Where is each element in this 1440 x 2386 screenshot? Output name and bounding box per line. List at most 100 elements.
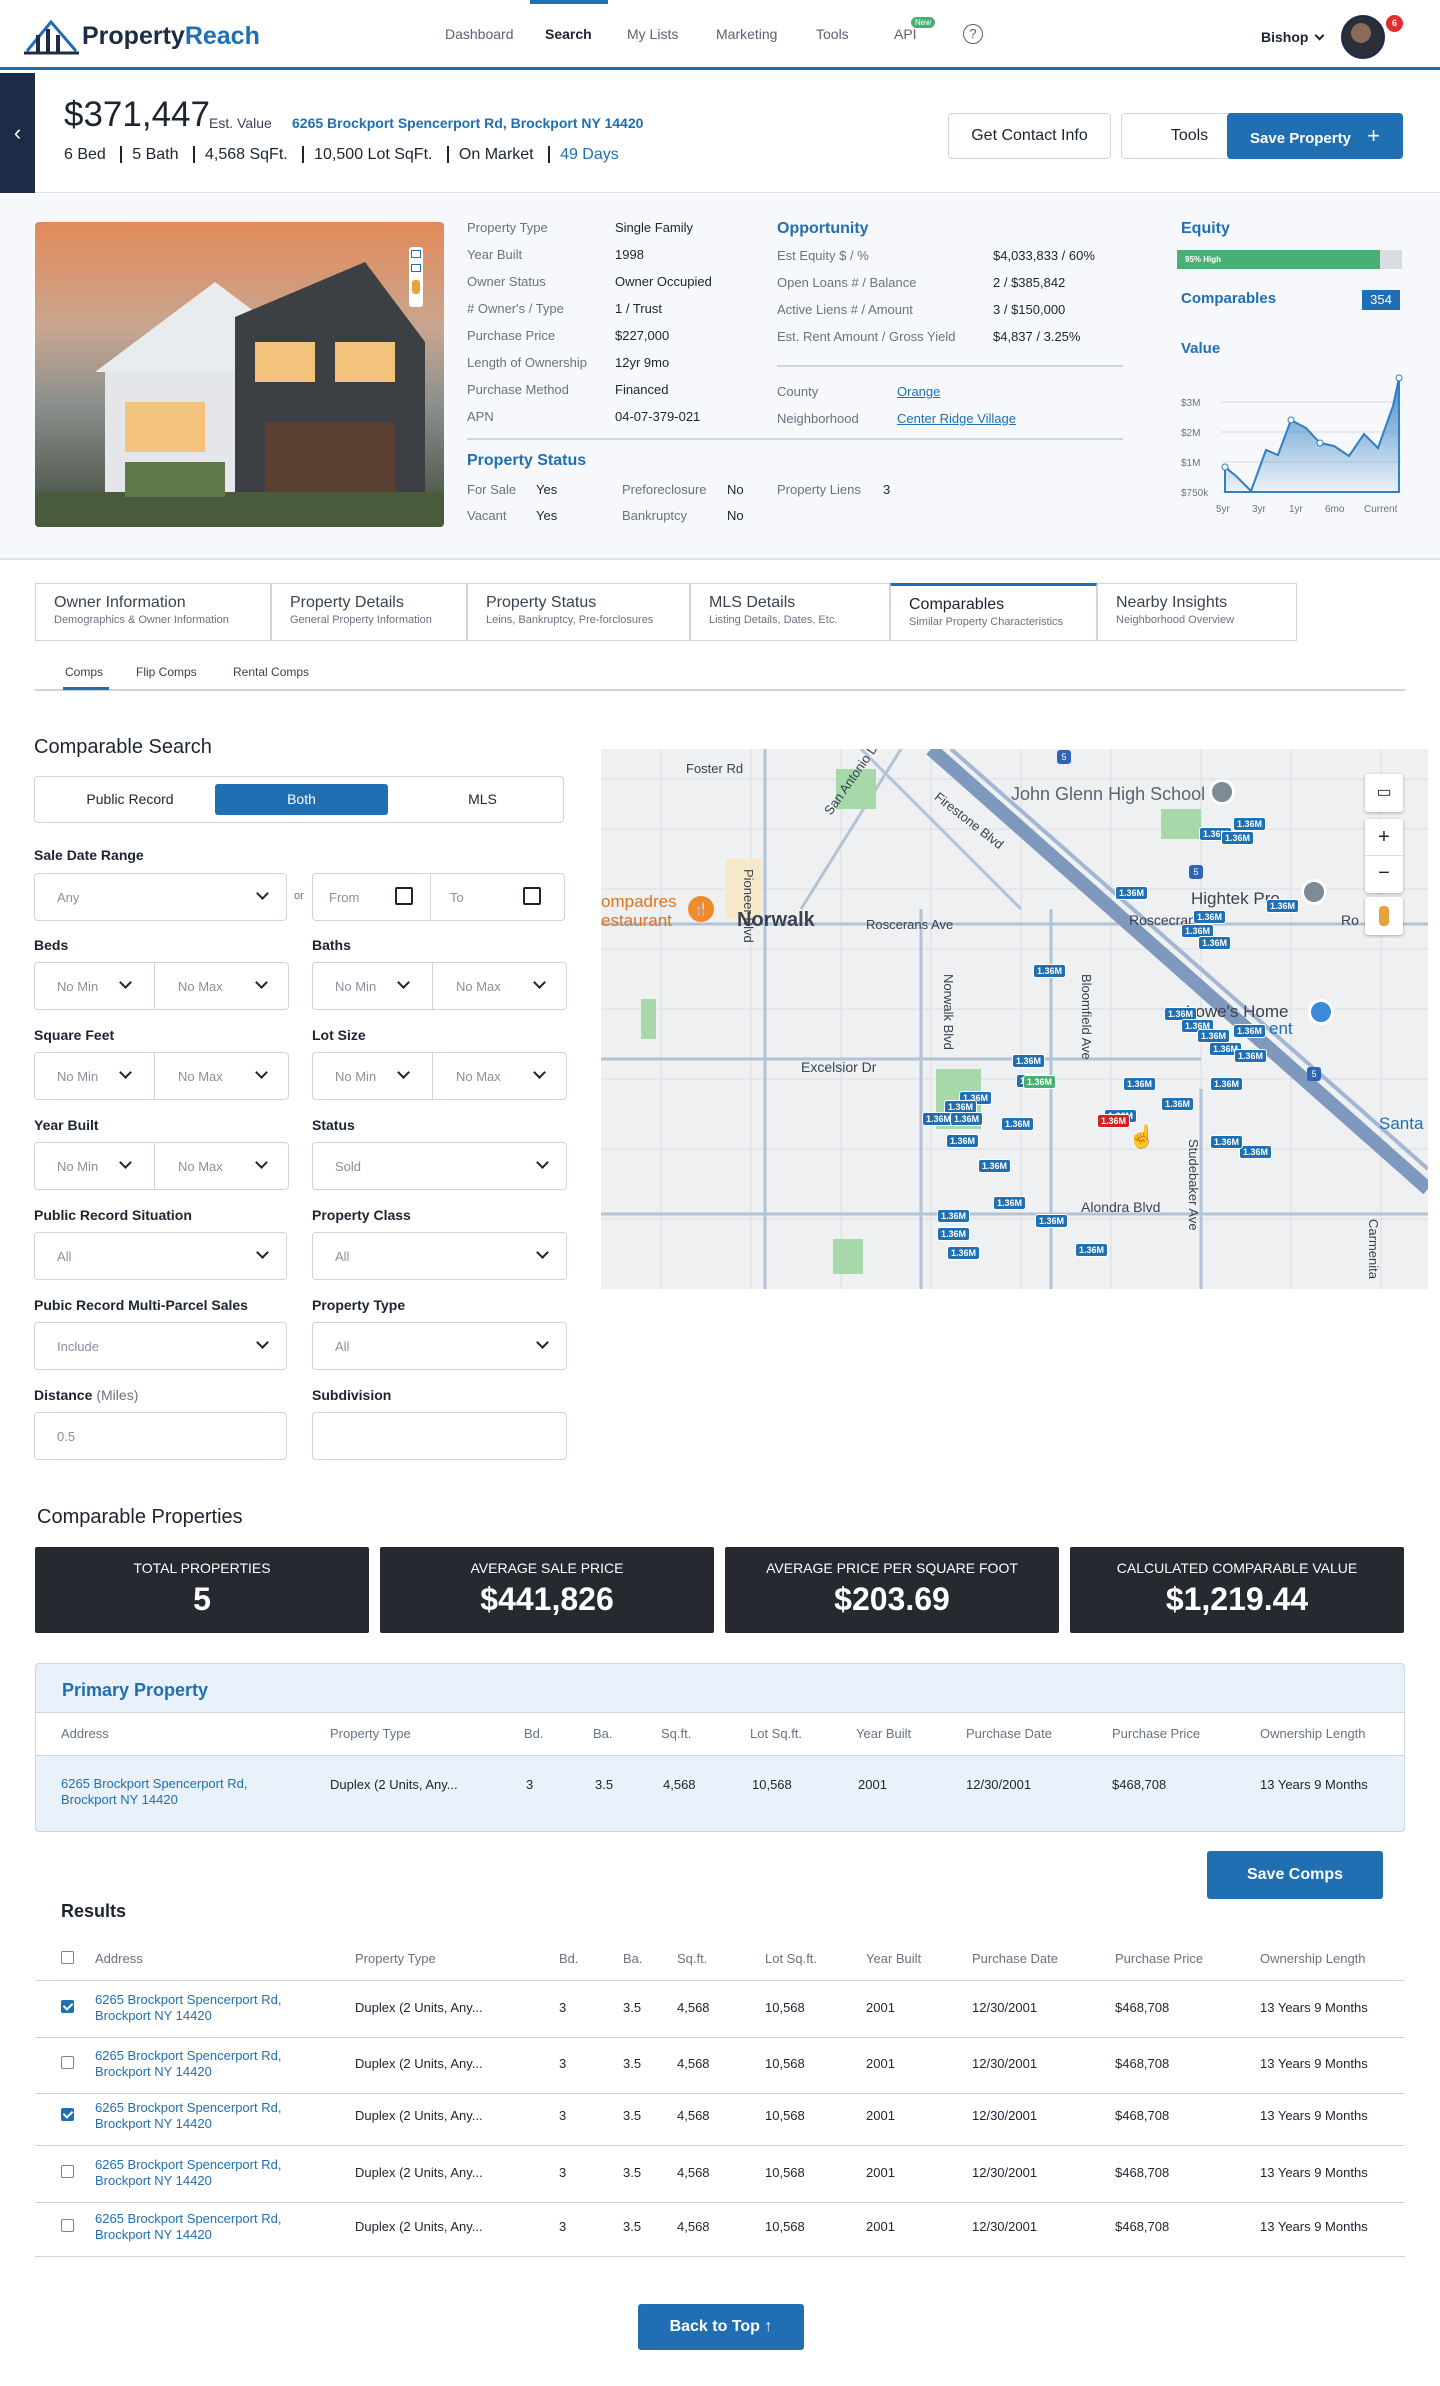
comp-pin[interactable]: 1.36M bbox=[950, 1112, 984, 1126]
avatar[interactable] bbox=[1341, 15, 1385, 59]
user-menu[interactable]: Bishop bbox=[1261, 29, 1325, 45]
multi-parcel-select[interactable]: Include bbox=[34, 1322, 287, 1370]
baths-min[interactable]: No Min bbox=[335, 979, 377, 994]
comp-pin[interactable]: 1.36M bbox=[1033, 964, 1067, 978]
toggle-both[interactable]: Both bbox=[215, 784, 388, 815]
get-contact-info-button[interactable]: Get Contact Info bbox=[948, 113, 1111, 159]
comp-pin[interactable]: 1.36M bbox=[1239, 1145, 1273, 1159]
comp-pin[interactable]: 1.36M bbox=[1210, 1077, 1244, 1091]
comp-pin[interactable]: 1.36M bbox=[1001, 1117, 1035, 1131]
restaurant-icon[interactable]: 🍴 bbox=[688, 896, 714, 922]
help-icon[interactable]: ? bbox=[963, 24, 983, 44]
property-class-select[interactable]: All bbox=[312, 1232, 567, 1280]
comp-pin[interactable]: 1.36M bbox=[1266, 899, 1300, 913]
comp-pin[interactable]: 1.36M bbox=[1164, 1007, 1198, 1021]
subdivision-input[interactable] bbox=[312, 1412, 567, 1460]
comp-pin[interactable]: 1.36M bbox=[1233, 817, 1267, 831]
beds-max[interactable]: No Max bbox=[178, 979, 223, 994]
property-address[interactable]: 6265 Brockport Spencerport Rd, Brockport… bbox=[292, 115, 644, 131]
row-checkbox[interactable] bbox=[61, 2219, 74, 2232]
result-address-line2[interactable]: Brockport NY 14420 bbox=[95, 2008, 212, 2023]
result-address[interactable]: 6265 Brockport Spencerport Rd, bbox=[95, 2048, 282, 2063]
pegman-icon[interactable] bbox=[1365, 897, 1403, 935]
business-icon[interactable] bbox=[1301, 879, 1327, 905]
comp-pin[interactable]: 1.36M bbox=[1210, 1135, 1244, 1149]
street-view-icon[interactable] bbox=[411, 264, 421, 272]
result-address-line2[interactable]: Brockport NY 14420 bbox=[95, 2173, 212, 2188]
comp-pin[interactable]: 1.36M bbox=[1075, 1243, 1109, 1257]
date-from-input[interactable]: From bbox=[329, 890, 360, 905]
nav-my-lists[interactable]: My Lists bbox=[627, 26, 679, 42]
date-to-input[interactable]: To bbox=[450, 890, 464, 905]
property-type-select[interactable]: All bbox=[312, 1322, 567, 1370]
tab-owner-information[interactable]: Owner Information Demographics & Owner In… bbox=[35, 583, 271, 641]
gallery-icon[interactable] bbox=[411, 250, 421, 258]
comp-pin[interactable]: 1.36M bbox=[1035, 1214, 1069, 1228]
status-select[interactable]: Sold bbox=[312, 1142, 567, 1190]
result-address[interactable]: 6265 Brockport Spencerport Rd, bbox=[95, 2157, 282, 2172]
comp-pin[interactable]: 1.36M bbox=[937, 1209, 971, 1223]
tab-nearby-insights[interactable]: Nearby Insights Neighborhood Overview bbox=[1097, 583, 1297, 641]
nav-dashboard[interactable]: Dashboard bbox=[445, 26, 514, 42]
comp-pin[interactable]: 1.36M bbox=[993, 1196, 1027, 1210]
result-address-line2[interactable]: Brockport NY 14420 bbox=[95, 2064, 212, 2079]
county-link[interactable]: Orange bbox=[897, 384, 941, 399]
select-all-checkbox[interactable] bbox=[61, 1951, 74, 1964]
lot-size-min[interactable]: No Min bbox=[335, 1069, 377, 1084]
baths-max[interactable]: No Max bbox=[456, 979, 501, 994]
comp-pin[interactable]: 1.36M bbox=[1161, 1097, 1195, 1111]
row-checkbox[interactable] bbox=[61, 2000, 74, 2013]
save-property-button[interactable]: Save Property + bbox=[1227, 113, 1403, 159]
subtab-rental-comps[interactable]: Rental Comps bbox=[233, 665, 310, 679]
calendar-icon[interactable] bbox=[523, 887, 541, 905]
save-comps-button[interactable]: Save Comps bbox=[1207, 1851, 1383, 1899]
comp-pin[interactable]: 1.36M bbox=[1221, 831, 1255, 845]
primary-address[interactable]: 6265 Brockport Spencerport Rd, bbox=[61, 1776, 248, 1791]
result-address[interactable]: 6265 Brockport Spencerport Rd, bbox=[95, 2211, 282, 2226]
toggle-mls[interactable]: MLS bbox=[468, 791, 497, 807]
public-record-situation-select[interactable]: All bbox=[34, 1232, 287, 1280]
neighborhood-link[interactable]: Center Ridge Village bbox=[897, 411, 1016, 426]
result-address[interactable]: 6265 Brockport Spencerport Rd, bbox=[95, 1992, 282, 2007]
comp-pin[interactable]: 1.36M bbox=[978, 1159, 1012, 1173]
zoom-out-icon[interactable]: − bbox=[1378, 862, 1390, 884]
row-checkbox[interactable] bbox=[61, 2165, 74, 2178]
result-address[interactable]: 6265 Brockport Spencerport Rd, bbox=[95, 2100, 282, 2115]
distance-input[interactable]: 0.5 bbox=[34, 1412, 287, 1460]
result-address-line2[interactable]: Brockport NY 14420 bbox=[95, 2227, 212, 2242]
comp-pin[interactable]: 1.36M bbox=[1115, 886, 1149, 900]
nav-marketing[interactable]: Marketing bbox=[716, 26, 778, 42]
map-layers-icon[interactable]: ▭ bbox=[1365, 774, 1403, 812]
comp-pin[interactable]: 1.36M bbox=[1198, 936, 1232, 950]
back-button[interactable]: ‹ bbox=[0, 73, 35, 193]
sqft-max[interactable]: No Max bbox=[178, 1069, 223, 1084]
comps-map[interactable]: Foster Rd John Glenn High School Hightek P… bbox=[601, 749, 1428, 1289]
school-icon[interactable] bbox=[1209, 779, 1235, 805]
comp-pin[interactable]: 1.36M bbox=[1234, 1049, 1268, 1063]
comp-pin[interactable]: 1.36M bbox=[1193, 910, 1227, 924]
brand-name[interactable]: PropertyReach bbox=[82, 22, 260, 51]
comp-pin[interactable]: 1.36M bbox=[1181, 924, 1215, 938]
comp-pin[interactable]: 1.36M bbox=[944, 1100, 978, 1114]
comp-pin[interactable]: 1.36M bbox=[937, 1227, 971, 1241]
comp-pin[interactable]: 1.36M bbox=[1209, 1042, 1243, 1056]
sqft-min[interactable]: No Min bbox=[57, 1069, 99, 1084]
comp-pin[interactable]: 1.36M bbox=[1012, 1054, 1046, 1068]
comparables-count[interactable]: 354 bbox=[1362, 290, 1400, 310]
subtab-comps[interactable]: Comps bbox=[65, 665, 104, 679]
comp-pin[interactable]: 1.36M bbox=[946, 1134, 980, 1148]
comp-pin[interactable]: 1.36M bbox=[947, 1246, 981, 1260]
row-checkbox[interactable] bbox=[61, 2056, 74, 2069]
comp-pin[interactable]: 1.36M bbox=[1123, 1077, 1157, 1091]
primary-address-line2[interactable]: Brockport NY 14420 bbox=[61, 1792, 178, 1807]
store-icon[interactable] bbox=[1308, 999, 1334, 1025]
tab-comparables[interactable]: Comparables Similar Property Characterist… bbox=[890, 583, 1097, 641]
tab-property-status[interactable]: Property Status Leins, Bankruptcy, Pre-fo… bbox=[467, 583, 690, 641]
back-to-top-button[interactable]: Back to Top ↑ bbox=[638, 2304, 804, 2350]
pegman-icon[interactable] bbox=[412, 280, 420, 294]
comp-pin[interactable]: 1.36M bbox=[1197, 1029, 1231, 1043]
lot-size-max[interactable]: No Max bbox=[456, 1069, 501, 1084]
nav-api[interactable]: API bbox=[894, 26, 917, 42]
result-address-line2[interactable]: Brockport NY 14420 bbox=[95, 2116, 212, 2131]
toggle-public-record[interactable]: Public Record bbox=[86, 791, 174, 807]
